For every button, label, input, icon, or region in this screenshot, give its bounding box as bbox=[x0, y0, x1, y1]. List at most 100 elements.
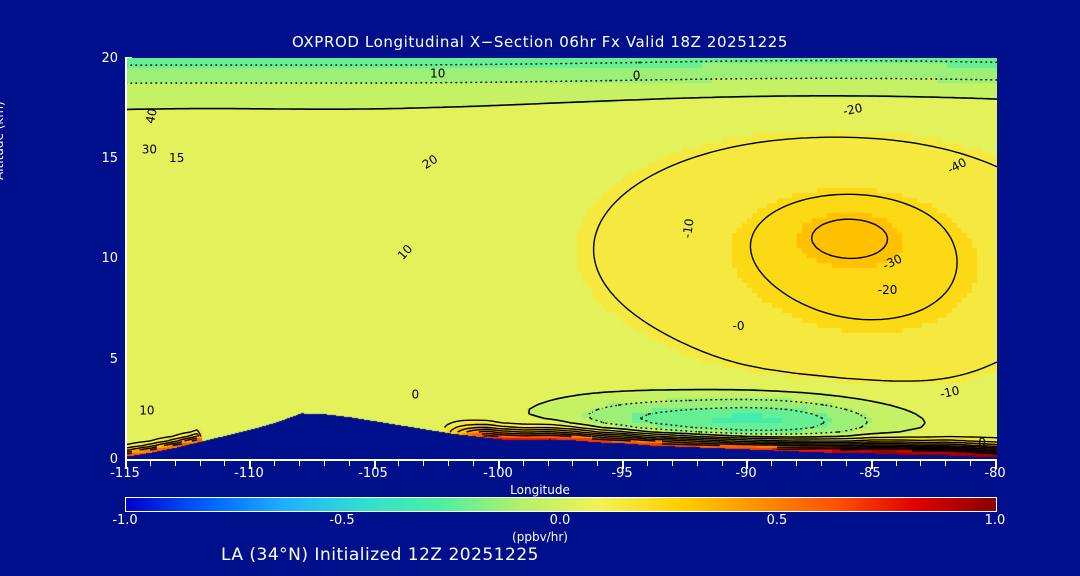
contour-line bbox=[127, 430, 997, 455]
colorbar-tick-label: -0.5 bbox=[329, 513, 355, 528]
contour-label: 0 bbox=[411, 387, 419, 401]
contour-label-group: -20 bbox=[878, 283, 898, 297]
contour-label: 10 bbox=[139, 403, 154, 417]
x-tick-minor bbox=[199, 461, 201, 466]
x-tick-major bbox=[125, 461, 127, 469]
contour-label-group: 0 bbox=[978, 436, 986, 450]
contour-label-group: -10 bbox=[939, 383, 961, 401]
x-tick-minor bbox=[920, 461, 922, 466]
x-tick-minor bbox=[299, 461, 300, 466]
x-tick-minor bbox=[572, 461, 574, 466]
contour-line bbox=[127, 193, 997, 449]
x-tick-label: -115 bbox=[110, 466, 140, 481]
contour-label-group: 30 bbox=[142, 143, 157, 157]
contour-label-group: -30 bbox=[880, 251, 904, 272]
contour-label-group: -10 bbox=[680, 218, 697, 239]
y-tick-label: 15 bbox=[101, 151, 118, 166]
contour-label: -20 bbox=[878, 283, 898, 297]
contour-label-group: -20 bbox=[842, 101, 864, 119]
contour-line bbox=[127, 218, 997, 451]
contour-line bbox=[127, 95, 997, 438]
x-tick-major bbox=[870, 461, 873, 469]
x-tick-major bbox=[995, 461, 997, 469]
figure-caption: LA (34°N) Initialized 12Z 20251225 bbox=[221, 545, 539, 565]
contour-label: 40 bbox=[143, 107, 160, 125]
y-tick-label: 0 bbox=[109, 452, 118, 467]
x-tick-label: -85 bbox=[859, 466, 881, 481]
x-tick-minor bbox=[522, 461, 524, 466]
x-tick-minor bbox=[547, 461, 549, 466]
x-tick-label: -110 bbox=[234, 466, 264, 481]
colorbar-tick-label: 0.5 bbox=[766, 513, 788, 528]
colorbar bbox=[125, 497, 997, 512]
x-tick-minor bbox=[174, 461, 176, 466]
contour-label-group: -40 bbox=[945, 155, 969, 177]
x-tick-minor bbox=[771, 461, 773, 466]
contour-label-group: 10 bbox=[395, 242, 416, 263]
x-tick-major bbox=[622, 461, 625, 469]
colorbar-tick-label: 1.0 bbox=[984, 513, 1006, 528]
colorbar-units: (ppbv/hr) bbox=[512, 530, 568, 544]
y-tick-label: 5 bbox=[109, 352, 118, 367]
contour-label: 10 bbox=[395, 242, 416, 263]
x-tick-major bbox=[746, 461, 749, 469]
x-tick-minor bbox=[647, 461, 648, 466]
contour-line bbox=[481, 432, 997, 451]
x-tick-minor bbox=[945, 461, 947, 466]
contour-label: 20 bbox=[420, 152, 440, 172]
contour-label-group: 20 bbox=[420, 152, 440, 172]
contour-label-group: 40 bbox=[143, 107, 160, 125]
x-tick-label: -105 bbox=[358, 466, 388, 481]
x-tick-minor bbox=[423, 461, 425, 466]
contour-line bbox=[127, 136, 997, 446]
contour-label-group: 10 bbox=[139, 403, 154, 417]
contour-label: 0 bbox=[633, 69, 641, 83]
contour-label-group: 10 bbox=[430, 67, 445, 81]
contour-label: -40 bbox=[945, 155, 969, 177]
contour-line bbox=[840, 448, 997, 454]
x-tick-minor bbox=[895, 461, 897, 466]
scalar-field-image bbox=[127, 58, 997, 459]
x-axis-label: Longitude bbox=[510, 483, 570, 497]
x-tick-major bbox=[249, 461, 252, 469]
contour-label: 0 bbox=[978, 436, 986, 450]
y-tick-label: 10 bbox=[101, 251, 118, 266]
contour-label: 15 bbox=[169, 151, 184, 165]
x-tick-minor bbox=[821, 461, 822, 466]
contour-line bbox=[127, 428, 997, 453]
x-tick-minor bbox=[473, 461, 474, 466]
colorbar-tick-label: -1.0 bbox=[112, 513, 138, 528]
x-tick-minor bbox=[796, 461, 798, 466]
x-tick-minor bbox=[845, 461, 847, 466]
contour-label: -10 bbox=[680, 218, 697, 239]
x-tick-minor bbox=[348, 461, 350, 466]
contour-line bbox=[127, 59, 997, 431]
contour-layer: 10 0 -20 40 30 15 20 -40 -10 10 -30 -20 -0 -10 0 10 0 bbox=[127, 59, 997, 455]
page-title: OXPROD Longitudinal X−Section 06hr Fx Va… bbox=[291, 33, 789, 51]
x-tick-minor bbox=[398, 461, 400, 466]
contour-label: -20 bbox=[842, 101, 864, 119]
contour-label-group: 15 bbox=[169, 151, 184, 165]
x-tick-minor bbox=[149, 461, 151, 466]
contour-label-group: 0 bbox=[633, 69, 641, 83]
x-tick-minor bbox=[721, 461, 723, 466]
x-tick-minor bbox=[323, 461, 325, 466]
contour-line bbox=[127, 77, 997, 435]
x-tick-label: -100 bbox=[483, 466, 513, 481]
x-tick-minor bbox=[224, 461, 226, 466]
x-tick-label: -80 bbox=[984, 466, 1006, 481]
x-tick-minor bbox=[274, 461, 276, 466]
x-tick-major bbox=[497, 461, 500, 469]
x-tick-minor bbox=[448, 461, 450, 466]
y-tick-label: 20 bbox=[101, 51, 118, 66]
contour-label: -30 bbox=[880, 251, 904, 272]
contour-label: -10 bbox=[939, 383, 961, 401]
contour-line bbox=[911, 450, 997, 455]
colorbar-tick-label: 0.0 bbox=[549, 513, 571, 528]
x-tick-label: -90 bbox=[735, 466, 757, 481]
x-tick-major bbox=[373, 461, 376, 469]
x-tick-minor bbox=[696, 461, 698, 466]
x-tick-label: -95 bbox=[611, 466, 633, 481]
y-axis-label: Altitude (km) bbox=[0, 101, 6, 180]
